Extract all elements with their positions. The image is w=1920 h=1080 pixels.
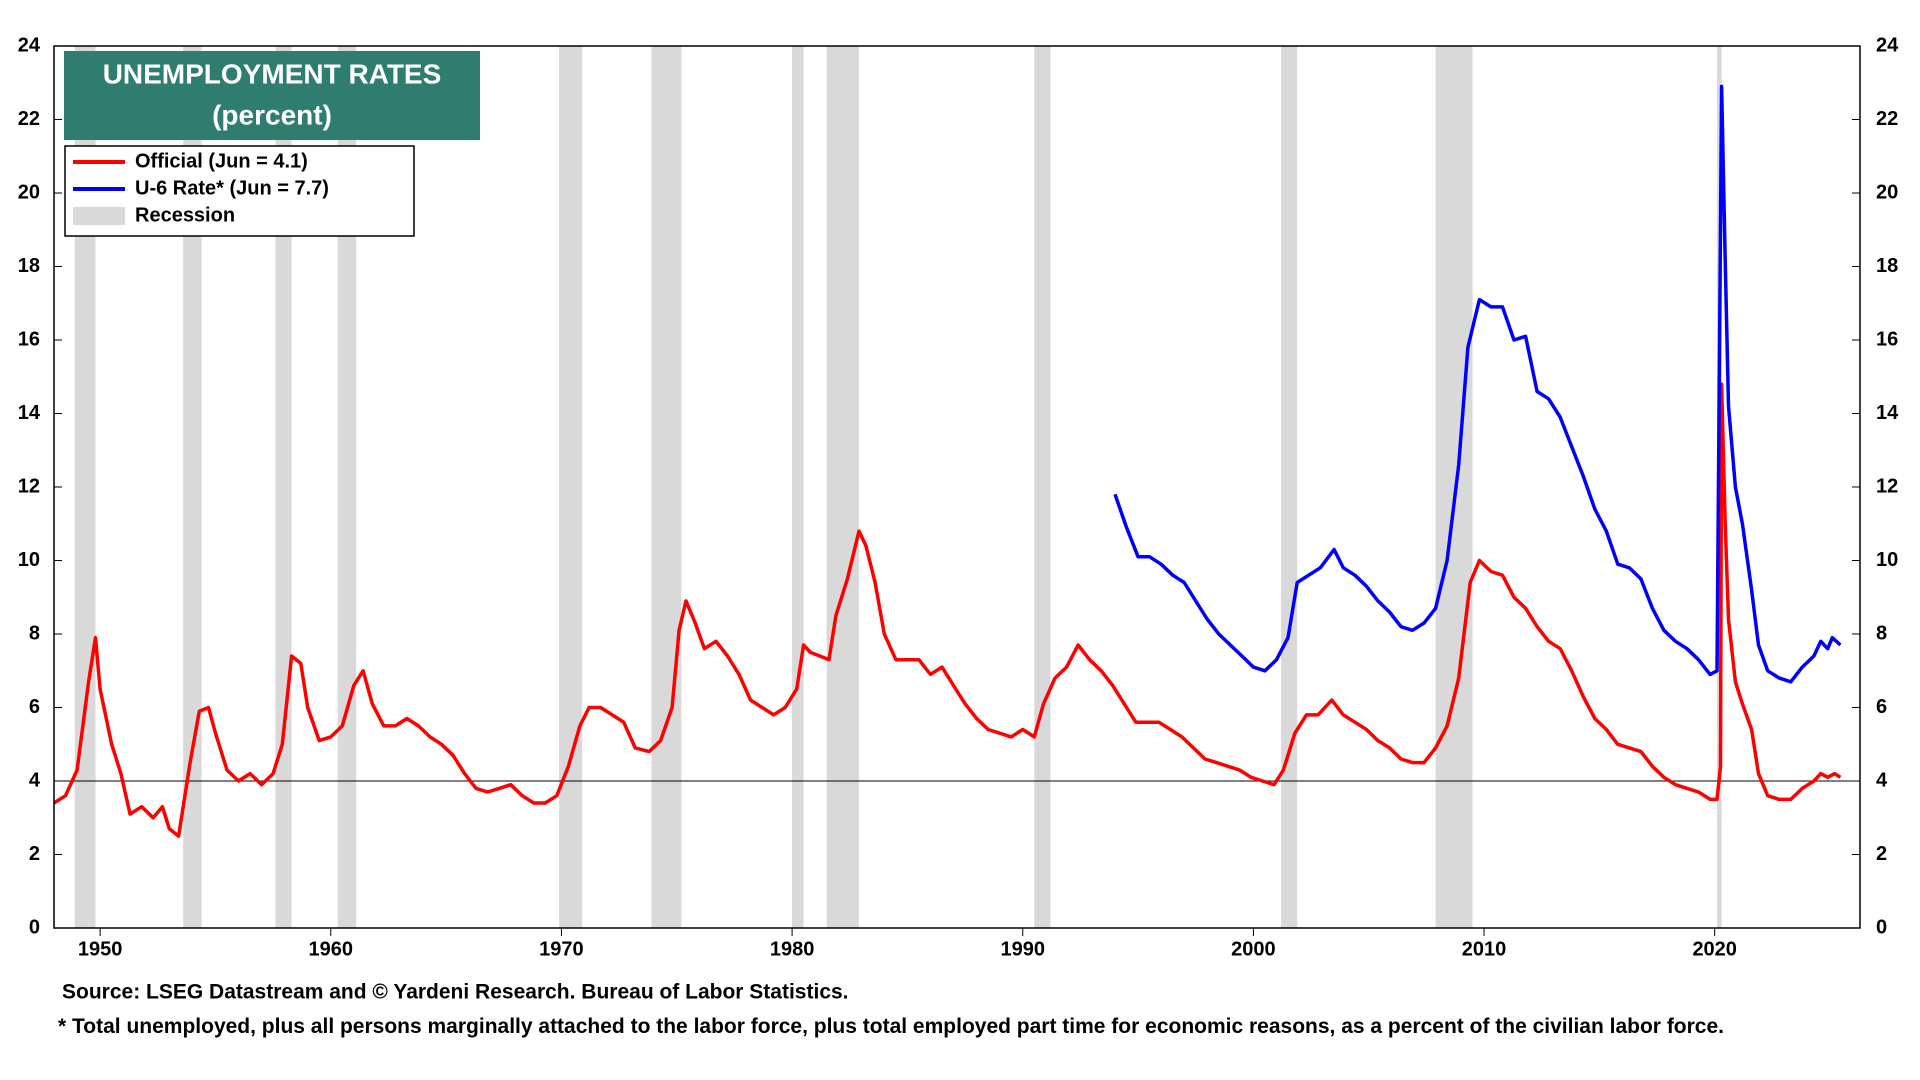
footnote-wrap: * Total unemployed, plus all persons mar… (58, 1015, 1725, 1038)
y2-tick-label: 14 (1876, 402, 1899, 424)
series-line (1113, 84, 1842, 684)
x-tick-label: 2000 (1231, 938, 1276, 960)
recession-band (1034, 46, 1051, 928)
y2-tick-label: 12 (1876, 475, 1898, 497)
y2-tick-label: 2 (1876, 843, 1887, 865)
recession-bands (54, 46, 1860, 928)
recession-band (1435, 46, 1473, 928)
source-note: Source: LSEG Datastream and © Yardeni Re… (62, 981, 849, 1004)
y-tick-label: 12 (18, 475, 40, 497)
x-tick-label: 1980 (770, 938, 815, 960)
lines (53, 84, 1842, 838)
recession-band (1281, 46, 1298, 928)
recession-band (651, 46, 682, 928)
y2-tick-label: 24 (1876, 34, 1899, 56)
y-tick-label: 0 (29, 916, 40, 938)
y2-tick-label: 6 (1876, 696, 1887, 718)
title-box (64, 51, 480, 140)
recession-band (337, 46, 357, 928)
x-tick-label: 2020 (1692, 938, 1737, 960)
y-tick-label: 10 (18, 549, 40, 571)
series-line (53, 382, 1842, 838)
recession-band (826, 46, 859, 928)
y2-tick-label: 0 (1876, 916, 1887, 938)
y-tick-label: 18 (18, 255, 40, 277)
y2-tick-label: 18 (1876, 255, 1898, 277)
legend-label: Official (Jun = 4.1) (135, 150, 308, 172)
y-tick-label: 14 (18, 402, 41, 424)
y2-tick-label: 8 (1876, 622, 1887, 644)
legend-label: U-6 Rate* (Jun = 7.7) (135, 177, 329, 199)
chart-title: UNEMPLOYMENT RATES (103, 58, 442, 89)
x-tick-label: 1960 (309, 938, 354, 960)
legend-swatch (73, 207, 125, 225)
recession-band (74, 46, 96, 928)
y-tick-label: 8 (29, 622, 40, 644)
y-tick-label: 6 (29, 696, 40, 718)
legend: Official (Jun = 4.1) U-6 Rate* (Jun = 7.7… (73, 150, 329, 226)
y2-tick-label: 16 (1876, 328, 1898, 350)
recession-band (792, 46, 804, 928)
recession-band (183, 46, 202, 928)
legend-label: Recession (135, 204, 235, 226)
recession-band (559, 46, 583, 928)
y-tick-label: 20 (18, 181, 40, 203)
x-tick-label: 2010 (1462, 938, 1507, 960)
y2-tick-label: 20 (1876, 181, 1898, 203)
y2-tick-label: 22 (1876, 108, 1898, 130)
y2-tick-label: 4 (1876, 769, 1888, 791)
x-tick-label: 1990 (1000, 938, 1045, 960)
y-tick-label: 4 (29, 769, 41, 791)
y-tick-label: 16 (18, 328, 40, 350)
y-tick-label: 2 (29, 843, 40, 865)
footnote: * Total unemployed, plus all persons mar… (58, 1015, 1725, 1038)
x-tick-label: 1970 (539, 938, 584, 960)
y2-tick-label: 10 (1876, 549, 1898, 571)
chart-subtitle: (percent) (212, 99, 332, 130)
y-tick-label: 24 (18, 34, 41, 56)
x-tick-label: 1950 (78, 938, 123, 960)
y-tick-label: 22 (18, 108, 40, 130)
